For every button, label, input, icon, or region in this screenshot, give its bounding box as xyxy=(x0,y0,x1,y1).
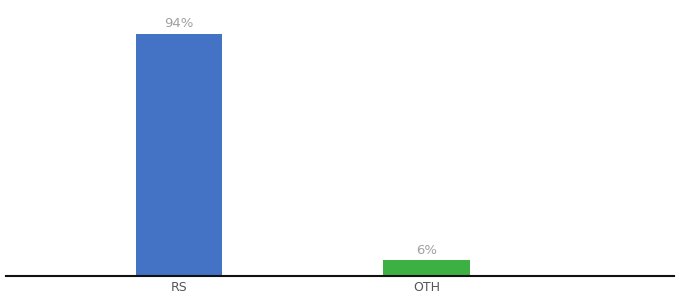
Bar xyxy=(384,260,470,276)
Text: 94%: 94% xyxy=(165,17,194,30)
Bar xyxy=(135,34,222,276)
Text: 6%: 6% xyxy=(416,244,437,256)
